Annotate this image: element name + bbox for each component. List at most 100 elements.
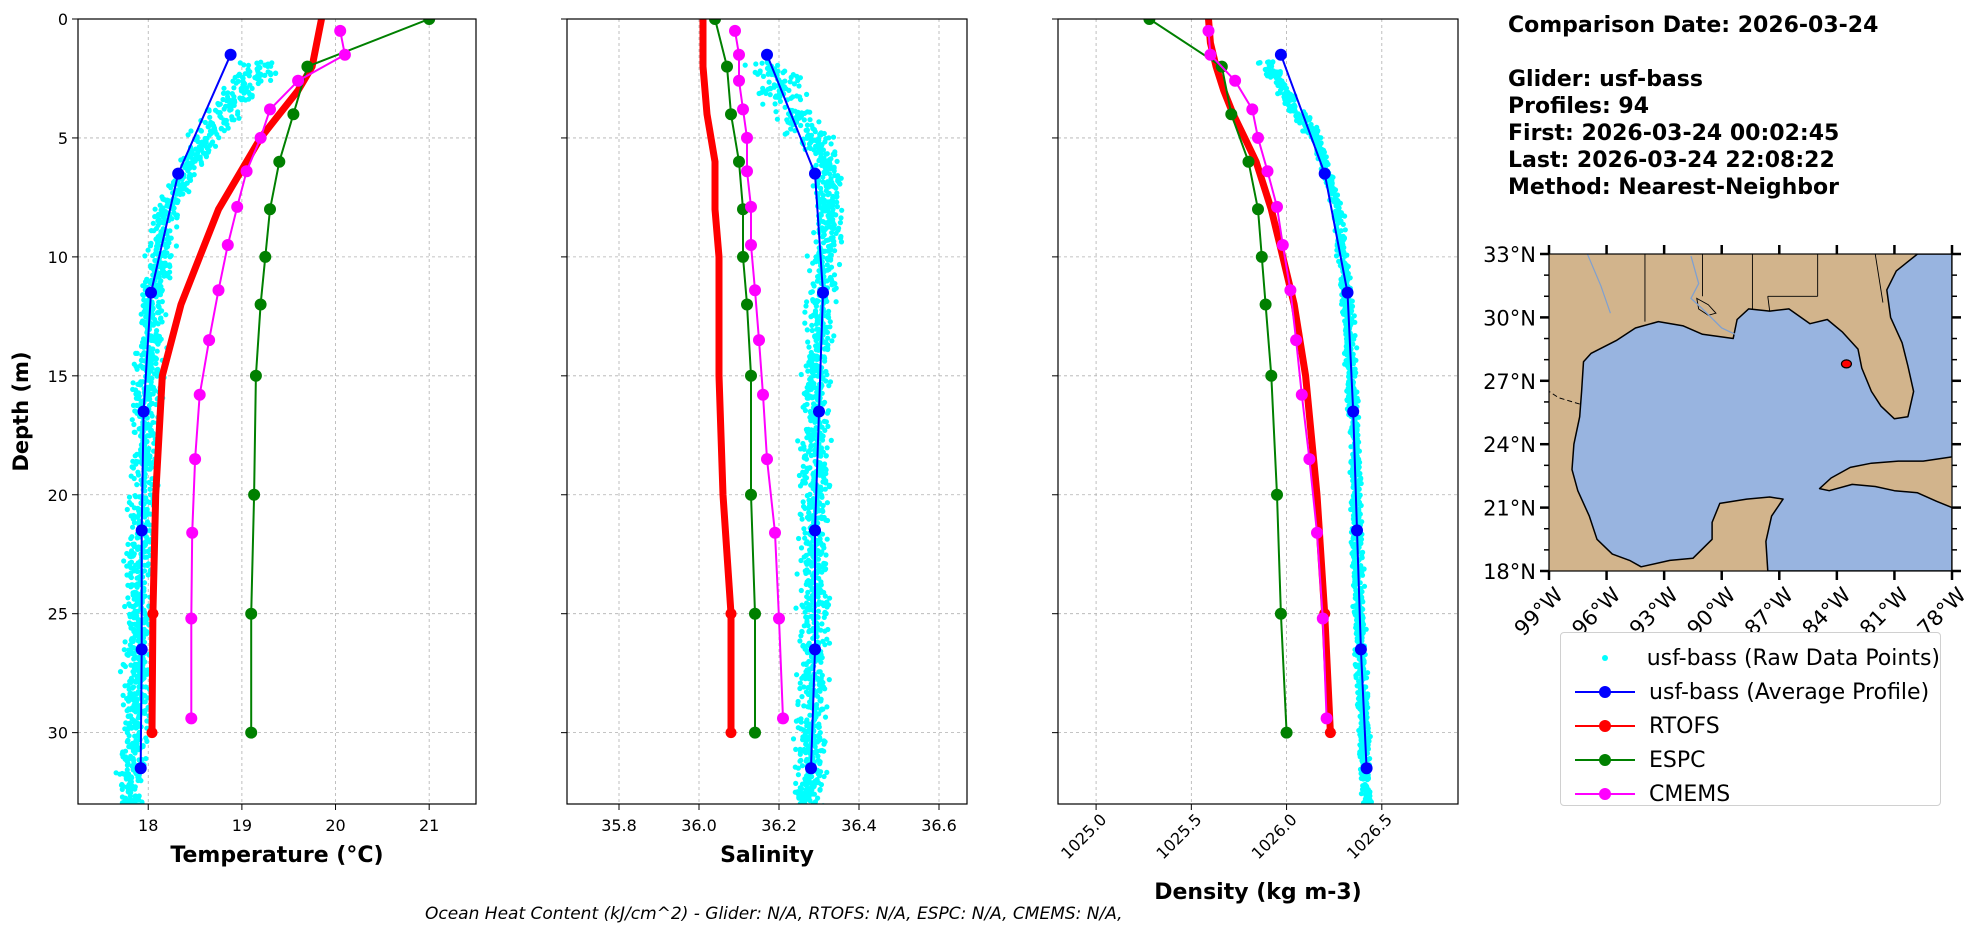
- y-tick-label: 30: [48, 724, 68, 743]
- data-point: [338, 48, 351, 61]
- raw-data-point: [1256, 60, 1262, 66]
- raw-data-point: [141, 671, 147, 678]
- raw-data-point: [804, 748, 811, 754]
- raw-data-point: [1345, 270, 1351, 277]
- raw-data-point: [1331, 191, 1337, 197]
- raw-data-point: [130, 465, 136, 471]
- raw-data-point: [813, 337, 819, 344]
- raw-data-point: [128, 574, 134, 581]
- data-point: [240, 165, 253, 178]
- legend-item: CMEMS: [1561, 777, 1940, 811]
- raw-data-point: [195, 150, 201, 156]
- legend-item: RTOFS: [1561, 709, 1940, 743]
- raw-data-point: [144, 519, 150, 525]
- raw-data-point: [814, 314, 820, 320]
- raw-data-point: [808, 504, 814, 510]
- data-point: [1360, 762, 1373, 775]
- raw-data-point: [810, 260, 816, 266]
- data-point: [1324, 727, 1336, 739]
- x-tick-label: 36.4: [841, 816, 877, 835]
- raw-data-point: [801, 117, 807, 123]
- data-point: [733, 74, 745, 87]
- raw-data-point: [807, 774, 813, 781]
- data-point: [224, 48, 237, 61]
- raw-data-point: [826, 223, 832, 229]
- raw-data-point: [1340, 297, 1346, 303]
- raw-data-point: [809, 784, 815, 790]
- raw-data-point: [1352, 611, 1358, 618]
- raw-data-point: [810, 298, 816, 304]
- raw-data-point: [1277, 70, 1283, 76]
- raw-data-point: [819, 515, 825, 522]
- raw-data-point: [813, 239, 819, 245]
- raw-data-point: [1353, 357, 1359, 363]
- profile-panel-2: 35.8 36.0 36.2 36.4 36.6 Salinity: [561, 18, 968, 868]
- raw-data-point: [1292, 106, 1298, 112]
- raw-data-point: [775, 62, 781, 68]
- raw-data-point: [793, 605, 799, 611]
- raw-data-point: [794, 73, 800, 79]
- raw-data-point: [119, 794, 125, 800]
- raw-data-point: [821, 232, 827, 238]
- raw-data-point: [824, 536, 830, 542]
- raw-data-point: [135, 469, 141, 475]
- data-point: [809, 167, 821, 180]
- raw-data-point: [806, 595, 812, 602]
- raw-data-point: [817, 551, 824, 558]
- raw-data-point: [806, 344, 812, 350]
- raw-data-point: [803, 127, 809, 133]
- raw-data-point: [821, 773, 827, 780]
- raw-data-point: [154, 348, 160, 354]
- raw-data-point: [819, 432, 825, 438]
- raw-data-point: [796, 115, 802, 121]
- raw-data-point: [795, 765, 801, 771]
- raw-data-point: [777, 98, 784, 104]
- raw-data-point: [1354, 345, 1360, 351]
- raw-data-point: [820, 479, 826, 485]
- data-point: [1271, 200, 1283, 213]
- data-point: [1351, 524, 1363, 537]
- raw-data-point: [799, 763, 806, 769]
- raw-data-point: [135, 744, 141, 750]
- raw-data-point: [824, 151, 830, 157]
- raw-data-point: [123, 754, 129, 760]
- raw-data-point: [838, 215, 844, 221]
- raw-data-point: [240, 78, 246, 84]
- raw-data-point: [207, 128, 214, 134]
- raw-data-point: [118, 782, 125, 788]
- data-point: [749, 607, 761, 620]
- raw-data-point: [799, 629, 805, 635]
- data-point: [1320, 712, 1333, 725]
- raw-data-point: [817, 564, 823, 570]
- raw-data-point: [140, 292, 147, 298]
- raw-data-point: [803, 614, 809, 620]
- raw-data-point: [807, 434, 813, 440]
- raw-data-point: [138, 447, 144, 453]
- lat-tick-label: 21°N: [1483, 497, 1536, 521]
- legend-item: usf-bass (Average Profile): [1561, 675, 1940, 709]
- raw-data-point: [128, 690, 134, 697]
- x-tick-label: 36.2: [761, 816, 797, 835]
- raw-data-point: [811, 230, 817, 236]
- raw-data-point: [127, 614, 133, 620]
- raw-data-point: [816, 669, 822, 675]
- raw-data-point: [823, 368, 829, 375]
- data-point: [186, 526, 199, 539]
- raw-data-point: [138, 806, 143, 811]
- raw-data-point: [803, 787, 809, 793]
- x-axis-label: Temperature (°C): [170, 843, 383, 868]
- raw-data-point: [818, 149, 824, 155]
- raw-data-point: [187, 177, 194, 183]
- raw-data-point: [1364, 714, 1370, 720]
- raw-data-point: [821, 475, 827, 481]
- raw-data-point: [820, 502, 826, 509]
- raw-data-point: [229, 117, 235, 123]
- raw-data-point: [823, 552, 829, 558]
- raw-data-point: [155, 321, 161, 327]
- raw-data-point: [221, 117, 227, 123]
- raw-data-point: [141, 580, 148, 586]
- raw-data-point: [135, 628, 141, 634]
- data-point: [203, 334, 216, 347]
- raw-data-point: [836, 261, 843, 268]
- raw-data-point: [760, 85, 766, 91]
